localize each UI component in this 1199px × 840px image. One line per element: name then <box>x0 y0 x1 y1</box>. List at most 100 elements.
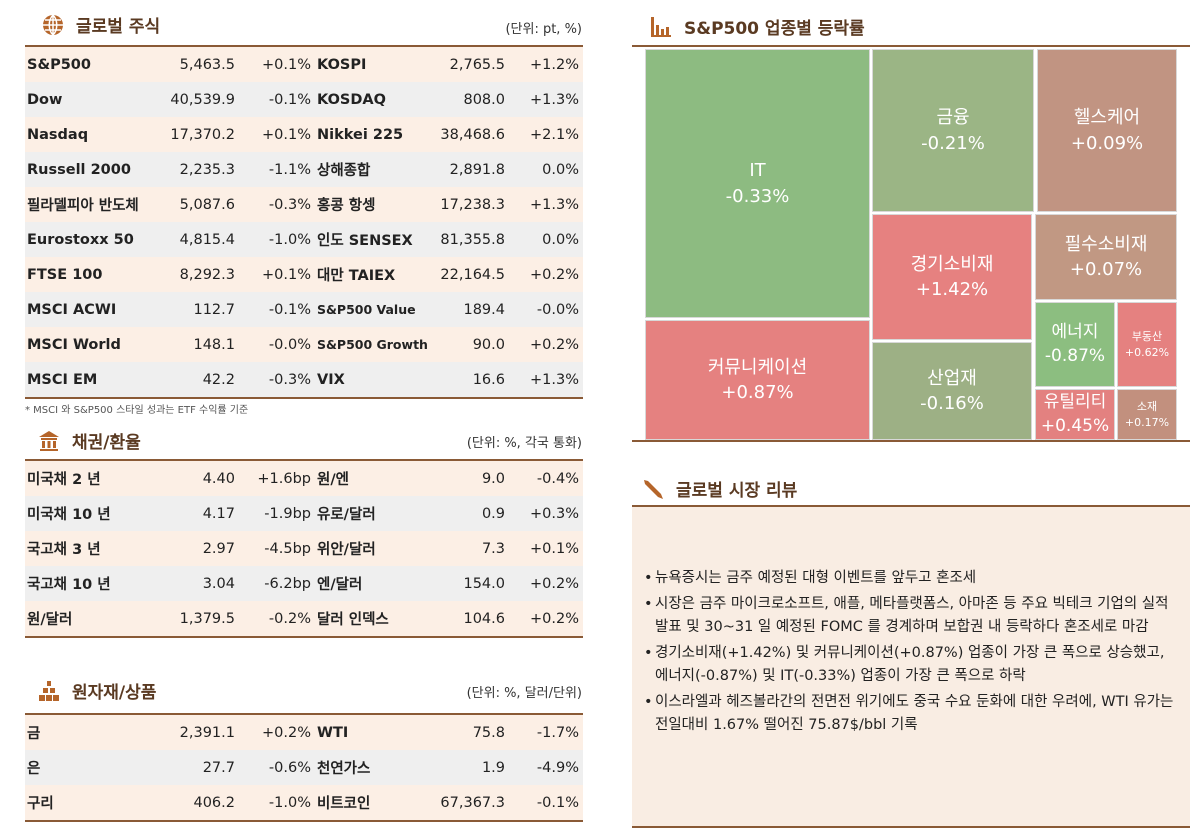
item-value: 90.0 <box>472 336 505 353</box>
table-row: 필라델피아 반도체 5,087.6 -0.3% 홍콩 항셍 17,238.3 +1.3% <box>25 187 583 222</box>
item-value: 42.2 <box>202 371 235 388</box>
item-change: +0.1% <box>262 266 311 283</box>
item-name: MSCI World <box>27 336 121 353</box>
gold-bars-icon <box>39 680 59 701</box>
bonds-title-text: 채권/환율 <box>72 433 141 453</box>
review-bullet: • 이스라엘과 헤즈볼라간의 전면전 위기에도 중국 수요 둔화에 대한 우려에,… <box>644 691 1180 737</box>
item-value: 5,463.5 <box>179 56 235 73</box>
item-change: +0.3% <box>530 505 579 522</box>
item-value: 8,292.3 <box>179 266 235 283</box>
item-change: -1.0% <box>268 794 311 811</box>
item-name: Nasdaq <box>27 126 89 143</box>
item-name: S&P500 Value <box>317 302 416 317</box>
tile-name: IT <box>749 160 766 182</box>
table-row: 미국채 2 년 4.40 +1.6bp 원/엔 9.0 -0.4% <box>25 461 583 496</box>
commodities-unit: (단위: %, 달러/단위) <box>466 686 582 701</box>
item-name: 인도 SENSEX <box>317 233 413 249</box>
item-change: -0.3% <box>268 196 311 213</box>
tile-name: 산업재 <box>927 367 977 389</box>
item-change: -1.9bp <box>264 505 311 522</box>
item-value: 112.7 <box>193 301 235 318</box>
item-change: -0.6% <box>268 759 311 776</box>
item-value: 17,370.2 <box>170 126 235 143</box>
item-change: 0.0% <box>542 231 579 248</box>
treemap-title-text: S&P500 업종별 등락률 <box>684 19 865 39</box>
item-value: 27.7 <box>202 759 235 776</box>
item-change: +1.3% <box>530 196 579 213</box>
item-value: 22,164.5 <box>440 266 505 283</box>
bank-icon <box>39 430 59 451</box>
item-name: 유로/달러 <box>317 507 376 523</box>
sector-treemap: IT -0.33% 커뮤니케이션 +0.87% 금융 -0.21% 헬스케어 +0.09% 경기… <box>632 45 1190 442</box>
bonds-title: 채권/환율 <box>36 428 141 453</box>
table-row: 구리 406.2 -1.0% 비트코인 67,367.3 -0.1% <box>25 785 583 820</box>
item-value: 2,235.3 <box>179 161 235 178</box>
item-name: 천연가스 <box>317 761 371 777</box>
table-row: S&P500 5,463.5 +0.1% KOSPI 2,765.5 +1.2% <box>25 47 583 82</box>
item-change: +1.6bp <box>257 470 311 487</box>
item-name: 미국채 10 년 <box>27 507 111 523</box>
item-change: +0.2% <box>530 266 579 283</box>
item-name: MSCI EM <box>27 371 98 388</box>
item-value: 1,379.5 <box>179 610 235 627</box>
item-change: +0.1% <box>262 126 311 143</box>
item-change: +1.3% <box>530 371 579 388</box>
tile-value: -0.16% <box>920 393 984 414</box>
item-name: 원/엔 <box>317 472 349 488</box>
globe-icon <box>43 13 63 36</box>
item-value: 7.3 <box>481 540 505 557</box>
treemap-tile: 산업재 -0.16% <box>872 342 1032 440</box>
item-change: +0.2% <box>530 610 579 627</box>
table-row: MSCI World 148.1 -0.0% S&P500 Growth 90.0 +0.… <box>25 327 583 362</box>
treemap-title: S&P500 업종별 등락률 <box>648 14 865 39</box>
table-row: 원/달러 1,379.5 -0.2% 달러 인덱스 104.6 +0.2% <box>25 601 583 636</box>
item-change: +0.2% <box>262 724 311 741</box>
bullet-dot: • <box>644 694 653 710</box>
review-title-text: 글로벌 시장 리뷰 <box>676 481 798 501</box>
item-value: 2,891.8 <box>449 161 505 178</box>
item-change: +1.3% <box>530 91 579 108</box>
commodities-title-text: 원자재/상품 <box>72 683 157 703</box>
item-name: S&P500 Growth <box>317 337 428 352</box>
tile-value: +0.62% <box>1124 345 1170 359</box>
item-name: 미국채 2 년 <box>27 472 101 488</box>
item-name: Eurostoxx 50 <box>27 231 134 248</box>
item-name: 달러 인덱스 <box>317 612 389 628</box>
treemap-tile: 부동산 +0.62% <box>1117 302 1177 387</box>
item-change: +2.1% <box>530 126 579 143</box>
bullet-text: 경기소비재(+1.42%) 및 커뮤니케이션(+0.87%) 업종이 가장 큰 … <box>655 645 1165 684</box>
treemap-tile: 소재 +0.17% <box>1117 389 1177 440</box>
item-value: 0.9 <box>481 505 505 522</box>
item-value: 38,468.6 <box>440 126 505 143</box>
tile-value: -0.33% <box>725 185 790 207</box>
item-change: -0.0% <box>536 301 579 318</box>
item-value: 1.9 <box>481 759 505 776</box>
tile-value: +0.09% <box>1070 132 1144 154</box>
bar-chart-icon <box>651 16 671 37</box>
bonds-unit: (단위: %, 각국 통화) <box>466 436 582 451</box>
stocks-table: S&P500 5,463.5 +0.1% KOSPI 2,765.5 +1.2% Dow 40… <box>25 45 583 399</box>
commodities-table: 금 2,391.1 +0.2% WTI 75.8 -1.7% 은 27.7 -0.6% 천연가스 1… <box>25 713 583 822</box>
review-box: • 뉴욕증시는 금주 예정된 대형 이벤트를 앞두고 혼조세 • 시장은 금주 마이크… <box>632 505 1190 828</box>
item-value: 4.17 <box>202 505 235 522</box>
tile-name: 부동산 <box>1131 330 1163 344</box>
tile-value: -0.21% <box>921 132 985 154</box>
item-change: +0.2% <box>530 336 579 353</box>
table-row: Eurostoxx 50 4,815.4 -1.0% 인도 SENSEX 81,355.… <box>25 222 583 257</box>
tile-name: 금융 <box>936 107 970 129</box>
item-name: 구리 <box>27 796 54 812</box>
item-value: 9.0 <box>481 470 505 487</box>
item-value: 189.4 <box>463 301 505 318</box>
item-value: 154.0 <box>463 575 505 592</box>
item-name: 필라델피아 반도체 <box>27 198 139 214</box>
item-value: 3.04 <box>202 575 235 592</box>
table-row: 국고채 3 년 2.97 -4.5bp 위안/달러 7.3 +0.1% <box>25 531 583 566</box>
item-name: 국고채 10 년 <box>27 577 111 593</box>
bullet-text: 뉴욕증시는 금주 예정된 대형 이벤트를 앞두고 혼조세 <box>655 570 977 586</box>
treemap-tile: 커뮤니케이션 +0.87% <box>645 320 870 440</box>
item-value: 81,355.8 <box>440 231 505 248</box>
item-name: KOSDAQ <box>317 91 386 108</box>
item-name: WTI <box>317 724 349 741</box>
treemap-tile: IT -0.33% <box>645 49 870 318</box>
tile-name: 경기소비재 <box>910 253 994 275</box>
